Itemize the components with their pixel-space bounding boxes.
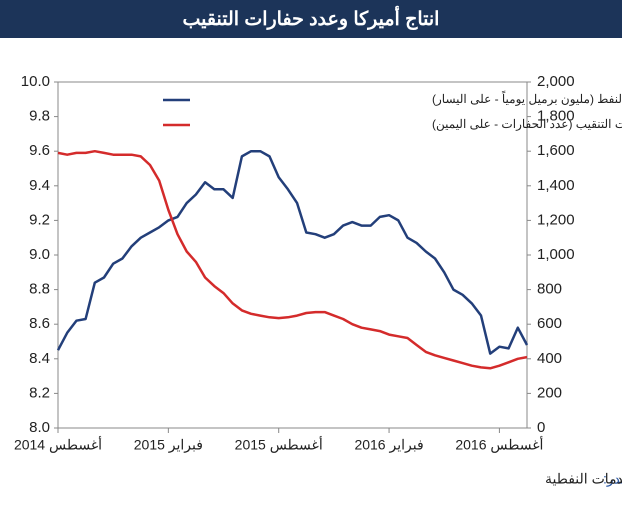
y2-tick-label: 2,000 <box>537 73 575 90</box>
y-tick-label: 9.6 <box>29 142 50 159</box>
y2-tick-label: 1,400 <box>537 177 575 194</box>
y-tick-label: 8.6 <box>29 315 50 332</box>
y-tick-label: 9.4 <box>29 177 50 194</box>
title-bar <box>0 0 622 38</box>
chart-title: انتاج أميركا وعدد حفارات التنقيب <box>183 5 440 30</box>
legend-label: حفارات التنقيب (عدد الحفارات - على اليمي… <box>432 117 622 131</box>
y2-tick-label: 400 <box>537 350 562 367</box>
series-line <box>57 149 528 370</box>
series-line <box>56 149 529 355</box>
x-tick-label: أغسطس 2015 <box>235 435 323 454</box>
y-tick-label: 8.8 <box>29 281 50 298</box>
x-tick-label: فبراير 2016 <box>354 437 423 454</box>
y2-tick-label: 0 <box>537 419 545 436</box>
y-tick-label: 9.8 <box>29 108 50 125</box>
y2-tick-label: 1,600 <box>537 142 575 159</box>
y-tick-label: 9.0 <box>29 246 50 263</box>
source-label: المصدر: <box>603 471 622 488</box>
x-tick-label: أغسطس 2014 <box>14 435 102 454</box>
y-tick-label: 9.2 <box>29 211 50 228</box>
y-tick-label: 8.4 <box>29 350 50 367</box>
y2-tick-label: 1,800 <box>537 108 575 125</box>
source: وكالة معلومات الطاقة الأميركية وشركة بيك… <box>545 470 622 488</box>
y2-tick-label: 600 <box>537 315 562 332</box>
x-tick-label: فبراير 2015 <box>134 437 203 454</box>
x-tick-label: أغسطس 2016 <box>455 435 543 454</box>
y-tick-label: 8.0 <box>29 419 50 436</box>
y-tick-label: 10.0 <box>21 73 50 90</box>
y-tick-label: 8.2 <box>29 384 50 401</box>
y2-tick-label: 1,200 <box>537 211 575 228</box>
legend-label: انتاج النفط (مليون برميل يومياً - على ال… <box>432 91 622 107</box>
y2-tick-label: 800 <box>537 281 562 298</box>
plot-frame <box>57 81 528 429</box>
y2-tick-label: 1,000 <box>537 246 575 263</box>
y2-tick-label: 200 <box>537 384 562 401</box>
